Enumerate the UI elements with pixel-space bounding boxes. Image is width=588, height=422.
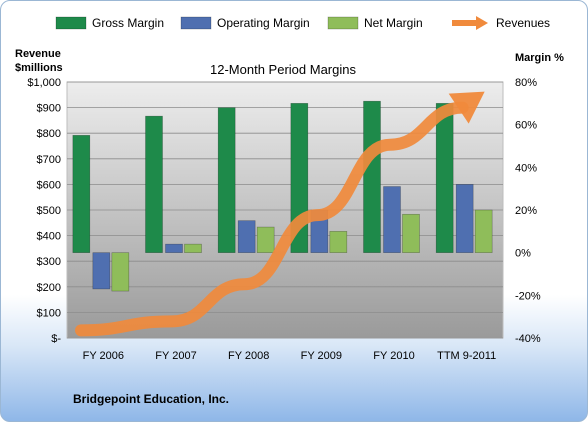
bar-net-margin [474,209,493,253]
x-tick-label: TTM 9-2011 [437,350,496,362]
right-tick-label: 20% [515,205,537,217]
left-tick-label: $800 [37,128,61,140]
gridlines [67,81,503,339]
right-axis-ticks: -40% -20% 0% 20% 40% 60% 80% [515,77,541,345]
bar-gross-margin [435,103,454,253]
bar-net-margin [111,252,130,292]
right-tick-label: -20% [515,290,541,302]
left-axis-ticks: $- $100 $200 $300 $400 $500 $600 $700 $800 $900 $1… [27,77,61,345]
left-tick-label: $100 [37,307,61,319]
bar-net-margin [329,231,348,253]
left-tick-label: $300 [37,256,61,268]
left-tick-label: $700 [37,154,61,166]
x-tick-label: FY 2007 [155,350,196,362]
left-tick-label: $- [51,333,61,345]
bar-net-margin [256,226,275,253]
left-tick-label: $400 [37,231,61,243]
right-tick-label: 40% [515,162,537,174]
x-tick-label: FY 2009 [301,350,342,362]
company-name: Bridgepoint Education, Inc. [73,392,229,406]
x-axis-ticks: FY 2006 FY 2007 FY 2008 FY 2009 FY 2010 TTM 9… [83,350,497,362]
bar-gross-margin [72,135,91,253]
left-tick-label: $900 [37,103,61,115]
bar-gross-margin [145,115,163,253]
legend: Gross Margin Operating Margin Net Margin Re… [55,16,550,30]
legend-swatch [180,16,212,30]
legend-arrow-icon [476,16,488,30]
legend-swatch [327,16,359,30]
legend-label: Revenues [496,16,550,30]
left-axis-label-line2: $millions [15,62,63,74]
bar-operating-margin [165,243,183,253]
left-tick-label: $1,000 [27,77,61,89]
bar-gross-margin [363,100,381,253]
bar-gross-margin [217,107,236,253]
legend-swatch [55,16,87,30]
bar-operating-margin [237,220,256,253]
x-tick-label: FY 2008 [228,350,269,362]
revenue-line [75,101,469,337]
left-axis-label-line1: Revenue [15,48,61,60]
legend-label: Net Margin [364,16,423,30]
right-tick-label: 80% [515,77,537,89]
left-tick-label: $500 [37,205,61,217]
bar-operating-margin [383,186,401,253]
bar-operating-margin [455,184,474,253]
revenue-arrow [75,91,485,337]
right-tick-label: 60% [515,120,537,132]
bar-net-margin [402,213,420,253]
right-tick-label: -40% [515,333,541,345]
chart-title: 12-Month Period Margins [210,62,356,77]
x-tick-label: FY 2006 [83,350,124,362]
bar-net-margin [184,243,202,253]
right-tick-label: 0% [515,248,531,260]
left-tick-label: $200 [37,282,61,294]
right-axis-label: Margin % [515,52,564,64]
revenue-arrow-head [448,91,485,124]
left-tick-label: $600 [37,179,61,191]
legend-label: Operating Margin [217,16,310,30]
bar-operating-margin [92,252,111,290]
legend-label: Gross Margin [92,16,164,30]
x-tick-label: FY 2010 [373,350,414,362]
